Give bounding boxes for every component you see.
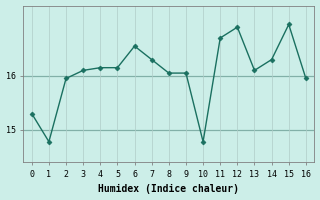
X-axis label: Humidex (Indice chaleur): Humidex (Indice chaleur) xyxy=(98,184,239,194)
